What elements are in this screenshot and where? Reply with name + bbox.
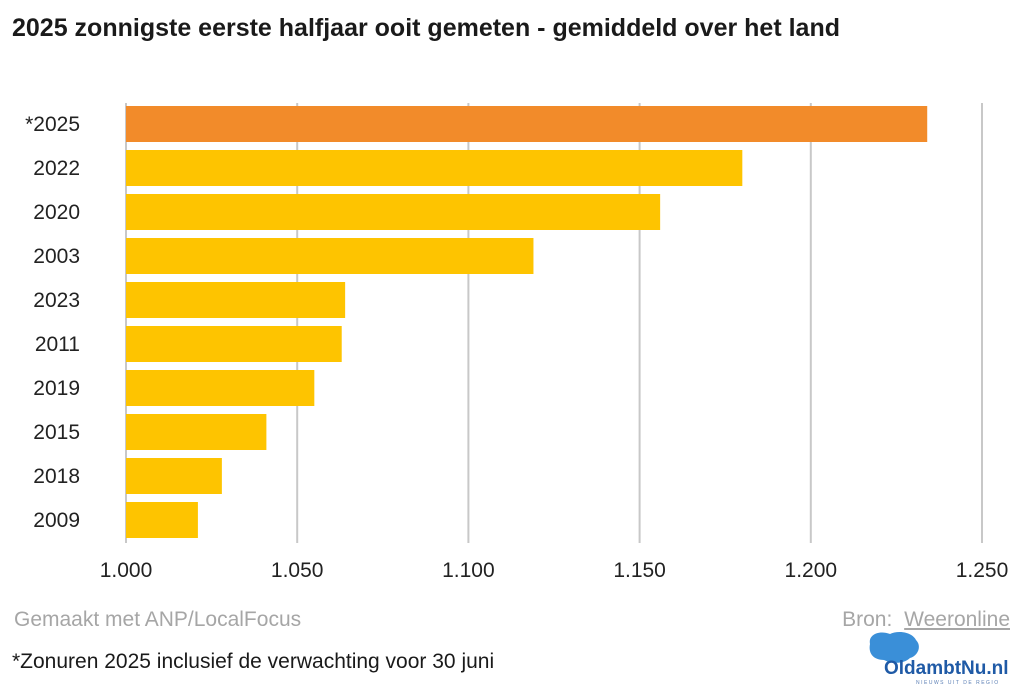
logo-text: OldambtNu.nl — [884, 658, 1009, 679]
category-label: 2019 — [33, 377, 80, 400]
bar[interactable] — [126, 194, 661, 230]
x-tick-label: 1.250 — [956, 559, 1009, 582]
source-line: Bron: Weeronline — [842, 608, 1010, 632]
x-tick-label: 1.100 — [442, 559, 495, 582]
credit-text: Gemaakt met ANP/LocalFocus — [14, 608, 302, 631]
bar[interactable] — [126, 282, 346, 318]
category-label: 2015 — [33, 421, 80, 444]
x-tick-label: 1.200 — [785, 559, 838, 582]
bar[interactable] — [126, 370, 315, 406]
chart-title: 2025 zonnigste eerste halfjaar ooit geme… — [12, 14, 840, 42]
x-tick-label: 1.050 — [271, 559, 324, 582]
bar[interactable] — [126, 458, 222, 494]
bar[interactable] — [126, 502, 198, 538]
category-label: 2003 — [33, 245, 80, 268]
category-label: 2009 — [33, 509, 80, 532]
x-tick-label: 1.000 — [100, 559, 153, 582]
category-label: 2011 — [35, 333, 80, 356]
bar-chart: 1.000 1.050 1.100 1.150 1.200 1.250 *2025 2022 2… — [25, 103, 1009, 582]
footnote: *Zonuren 2025 inclusief de verwachting v… — [12, 650, 495, 673]
x-tick-label: 1.150 — [613, 559, 666, 582]
category-label: 2023 — [33, 289, 80, 312]
bar[interactable] — [126, 106, 928, 142]
map-blob-icon — [869, 632, 919, 663]
bar[interactable] — [126, 414, 267, 450]
category-label: 2018 — [33, 465, 80, 488]
bar[interactable] — [126, 150, 743, 186]
bar[interactable] — [126, 238, 534, 274]
category-label: *2025 — [25, 113, 80, 136]
logo-tagline: NIEUWS UIT DE REGIO — [916, 680, 1000, 686]
category-label: 2020 — [33, 201, 80, 224]
category-label: 2022 — [33, 157, 80, 180]
source-label: Bron: — [842, 608, 893, 631]
bar[interactable] — [126, 326, 342, 362]
source-link[interactable]: Weeronline — [904, 608, 1010, 631]
oldambtnu-logo: OldambtNu.nl NIEUWS UIT DE REGIO — [864, 628, 1014, 688]
